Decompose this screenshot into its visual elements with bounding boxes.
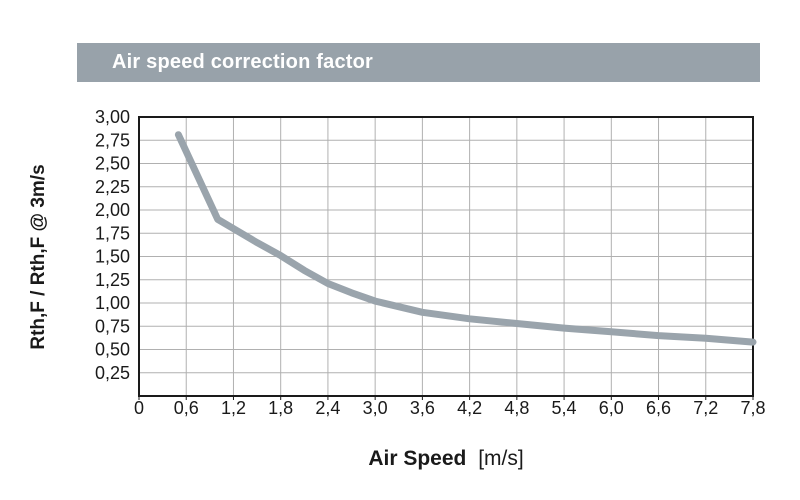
x-tick-label: 3,0 bbox=[363, 398, 388, 418]
x-tick-label: 6,6 bbox=[646, 398, 671, 418]
x-tick-label: 7,8 bbox=[740, 398, 765, 418]
y-tick-label: 1,75 bbox=[95, 223, 130, 243]
correction-factor-curve bbox=[174, 131, 757, 346]
x-tick-label: 1,8 bbox=[268, 398, 293, 418]
y-tick-label: 0,50 bbox=[95, 340, 130, 360]
x-tick-label: 4,8 bbox=[504, 398, 529, 418]
x-axis-title-unit: [m/s] bbox=[478, 447, 524, 470]
x-tick-label: 1,2 bbox=[221, 398, 246, 418]
x-axis-title: Air Speed [m/s] bbox=[139, 447, 753, 471]
y-tick-label: 2,75 bbox=[95, 130, 130, 150]
y-tick-label: 2,50 bbox=[95, 154, 130, 174]
y-tick-label: 0,75 bbox=[95, 316, 130, 336]
x-tick-label: 7,2 bbox=[693, 398, 718, 418]
y-axis-title: Rth,F / Rth,F @ 3m/s bbox=[28, 164, 49, 350]
y-tick-label: 2,00 bbox=[95, 200, 130, 220]
y-tick-label: 1,00 bbox=[95, 293, 130, 313]
x-tick-label: 3,6 bbox=[410, 398, 435, 418]
x-axis-title-text: Air Speed bbox=[368, 447, 467, 470]
y-tick-label: 2,25 bbox=[95, 177, 130, 197]
y-tick-label: 3,00 bbox=[95, 107, 130, 127]
x-tick-label: 0,6 bbox=[174, 398, 199, 418]
x-tick-label: 0 bbox=[134, 398, 144, 418]
x-tick-label: 4,2 bbox=[457, 398, 482, 418]
y-tick-label: 0,25 bbox=[95, 363, 130, 383]
y-tick-label: 1,50 bbox=[95, 247, 130, 267]
x-tick-label: 5,4 bbox=[552, 398, 577, 418]
plot-border bbox=[138, 116, 754, 397]
chart-title-bar: Air speed correction factor bbox=[77, 43, 760, 82]
x-tick-label: 2,4 bbox=[315, 398, 340, 418]
y-tick-label: 1,25 bbox=[95, 270, 130, 290]
chart-title: Air speed correction factor bbox=[112, 51, 374, 73]
x-tick-label: 6,0 bbox=[599, 398, 624, 418]
